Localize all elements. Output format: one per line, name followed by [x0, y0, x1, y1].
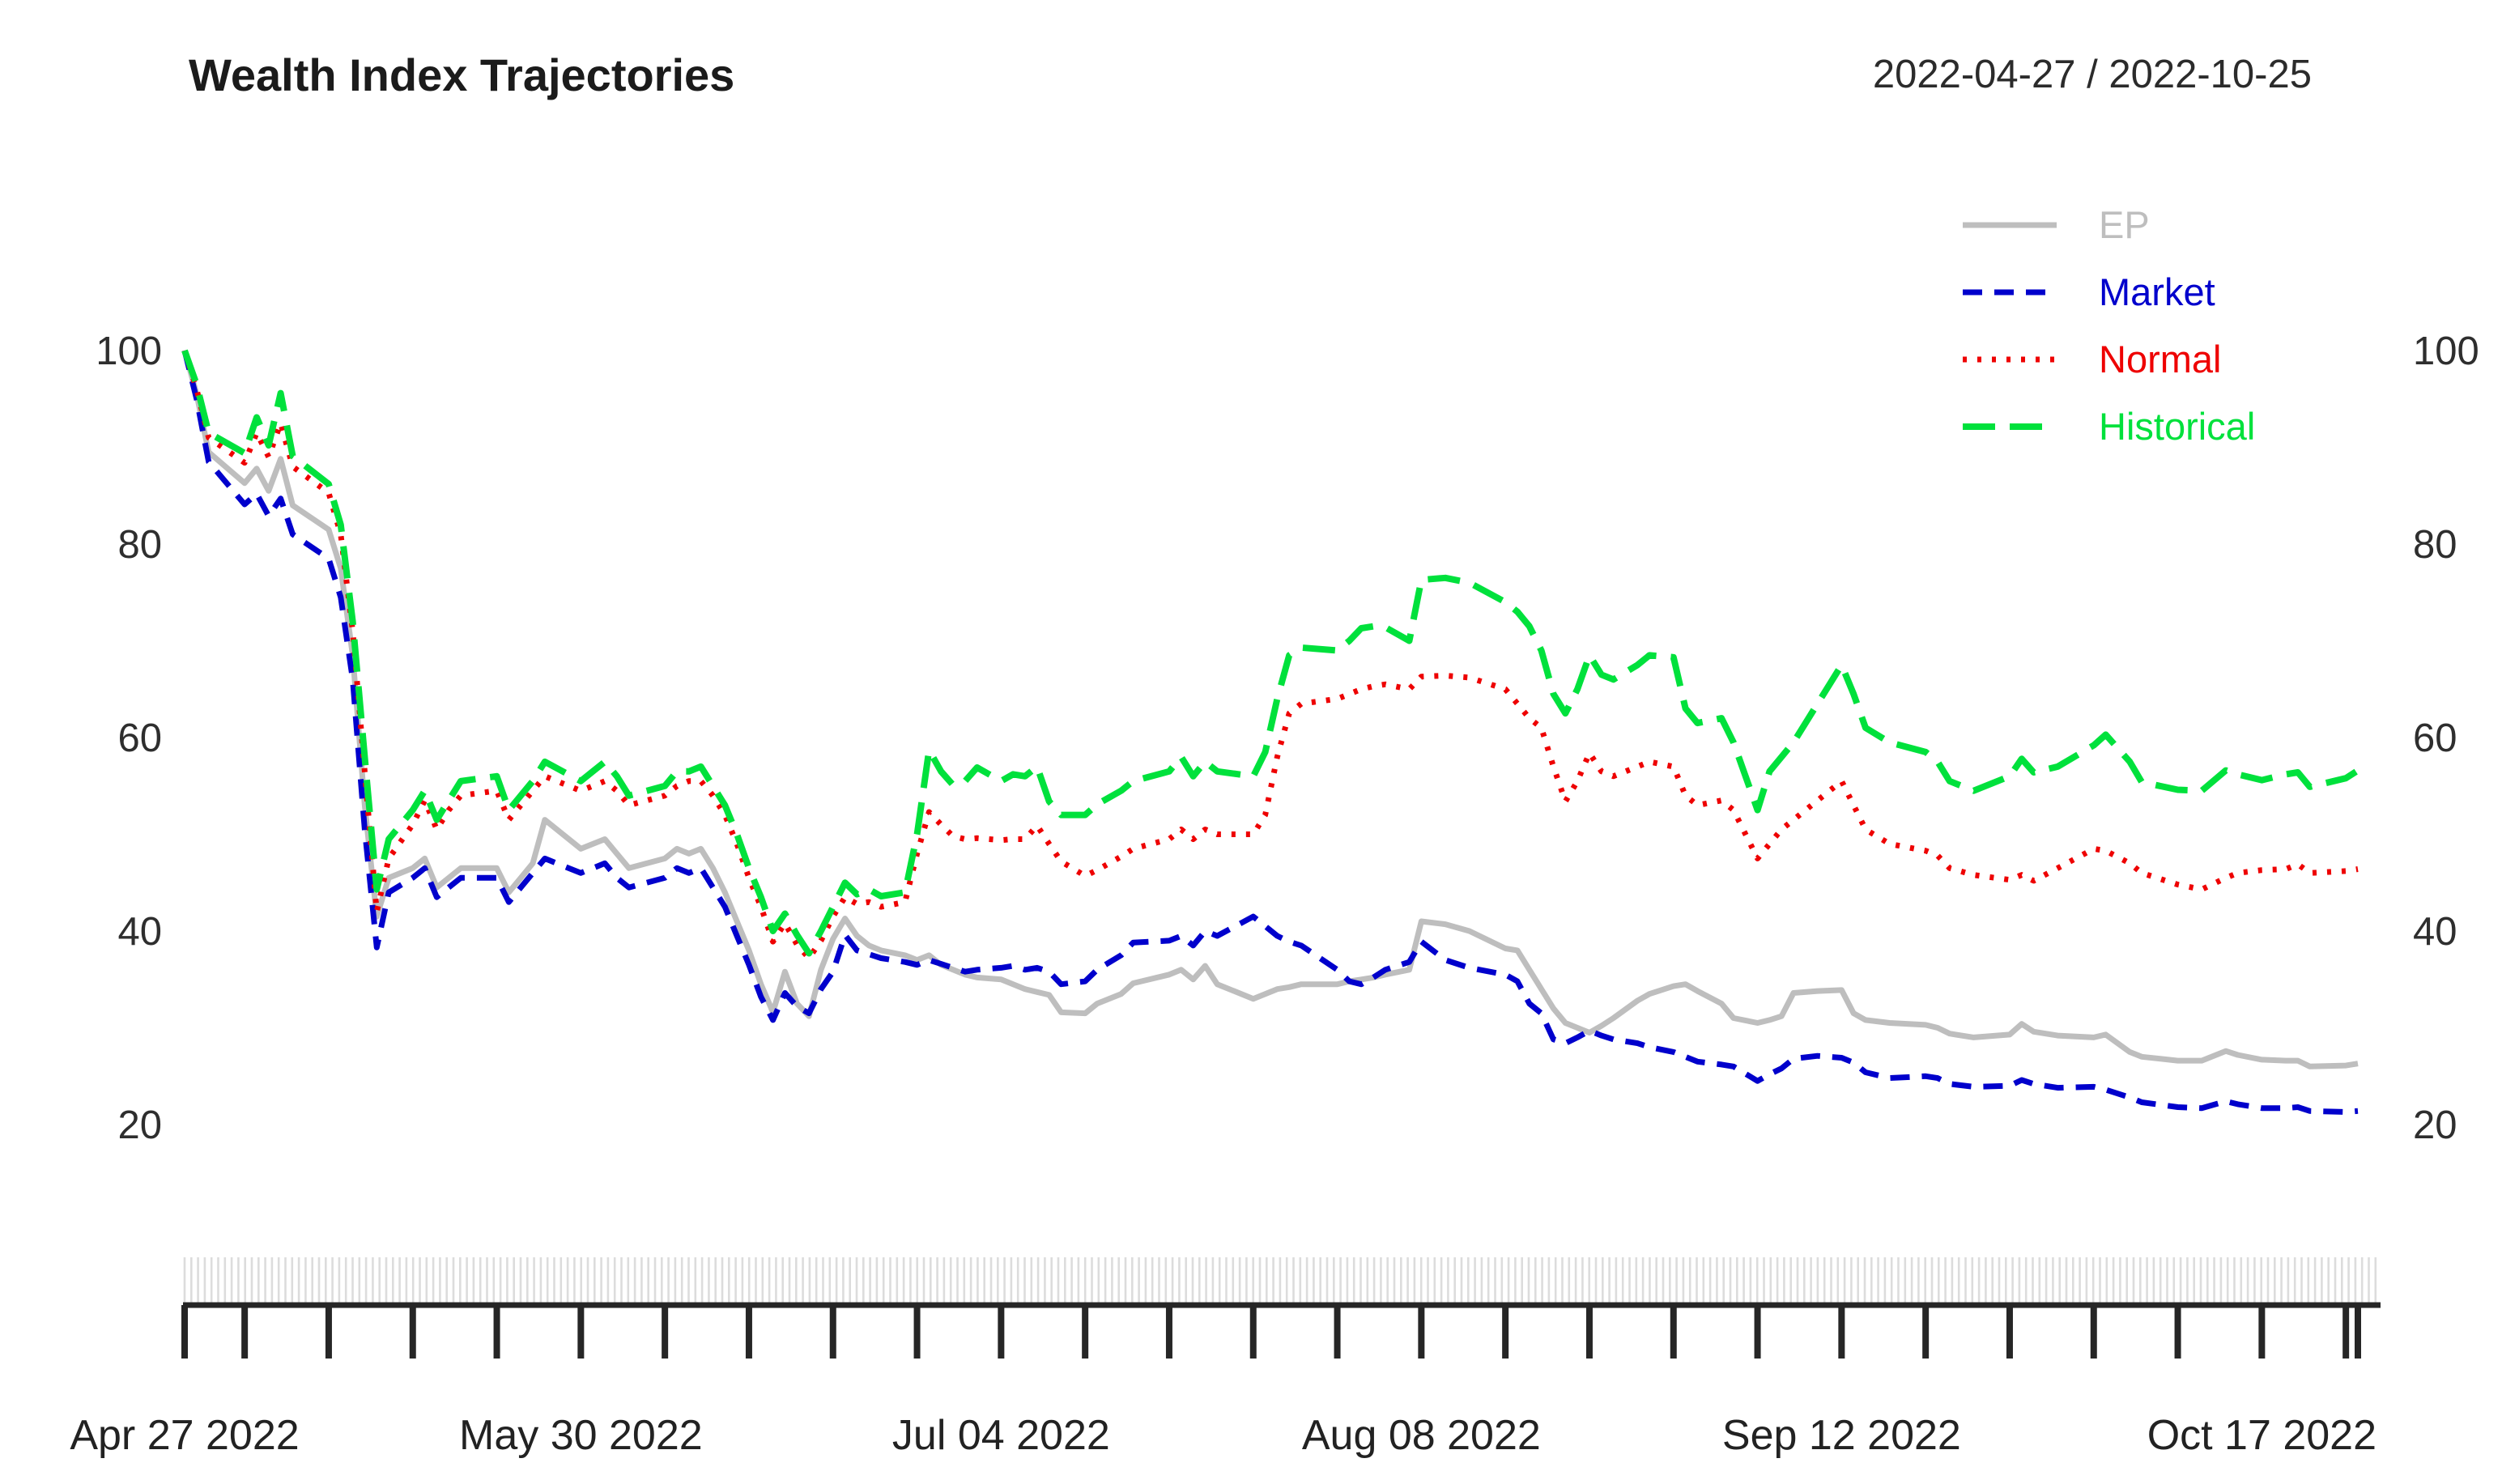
- x-axis: [181, 1302, 2381, 1359]
- x-axis-label: Apr 27 2022: [70, 1412, 299, 1459]
- legend-label: Market: [2099, 270, 2215, 313]
- y-axis-label-right: 20: [2413, 1103, 2457, 1147]
- page-title: Wealth Index Trajectories: [189, 49, 734, 100]
- legend-label: Normal: [2099, 338, 2221, 381]
- legend: EP Market Normal Historical: [1963, 203, 2255, 448]
- legend-item-market: Market: [1963, 270, 2215, 313]
- x-axis-label: Sep 12 2022: [1722, 1412, 1961, 1459]
- date-range: 2022-04-27 / 2022-10-25: [1873, 53, 2312, 96]
- y-axis-label-right: 80: [2413, 523, 2457, 567]
- y-axis-label-left: 60: [117, 716, 162, 760]
- y-axis-label-right: 60: [2413, 716, 2457, 760]
- legend-label: EP: [2099, 203, 2150, 246]
- legend-item-ep: EP: [1963, 203, 2150, 246]
- x-axis-label: Aug 08 2022: [1302, 1412, 1541, 1459]
- x-axis-minor-tick-comb: [183, 1257, 2377, 1303]
- series-line-ep: [181, 350, 2359, 1069]
- x-axis-label: May 30 2022: [459, 1412, 703, 1459]
- legend-item-normal: Normal: [1963, 338, 2221, 381]
- y-axis-label-left: 80: [117, 523, 162, 567]
- y-axis-label-right: 100: [2413, 330, 2479, 373]
- x-axis-labels: Apr 27 2022 May 30 2022 Jul 04 2022 Aug 08 …: [70, 1412, 2376, 1459]
- x-axis-label: Oct 17 2022: [2147, 1412, 2376, 1459]
- y-axis-label-left: 100: [96, 330, 162, 373]
- y-axis-label-left: 20: [117, 1103, 162, 1147]
- y-axis-label-right: 40: [2413, 910, 2457, 954]
- y-axis-labels: 20 20 40 40 60 60 80 80 100 100: [96, 330, 2479, 1147]
- plot-area: [181, 349, 2360, 1115]
- series-line-historical: [181, 349, 2360, 957]
- series-line-normal: [181, 349, 2359, 961]
- x-axis-label: Jul 04 2022: [892, 1412, 1110, 1459]
- legend-label: Historical: [2099, 405, 2255, 448]
- legend-item-historical: Historical: [1963, 405, 2255, 448]
- y-axis-label-left: 40: [117, 910, 162, 954]
- series-line-market: [181, 350, 2359, 1115]
